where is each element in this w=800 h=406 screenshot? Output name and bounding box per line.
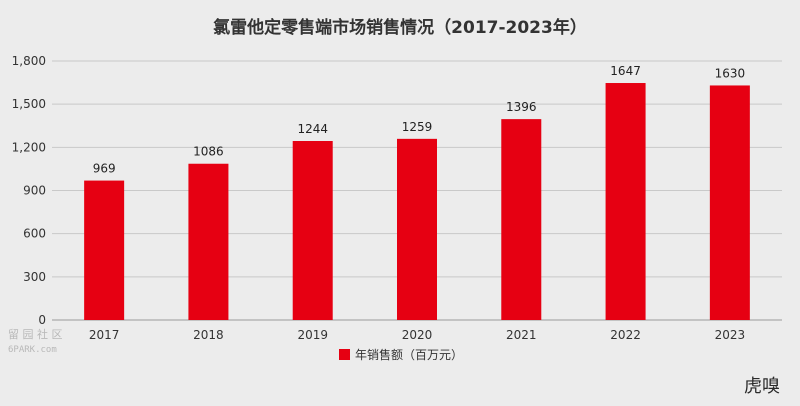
data-label-2018: 1086 bbox=[193, 145, 224, 159]
x-tick-label-2018: 2018 bbox=[193, 328, 224, 342]
y-tick-label: 300 bbox=[23, 270, 46, 284]
data-label-2023: 1630 bbox=[715, 66, 746, 80]
watermark-text-top: 留 园 社 区 bbox=[8, 327, 63, 341]
chart-title: 氯雷他定零售端市场销售情况（2017-2023年） bbox=[213, 17, 587, 38]
bars: 969 1086 1244 1259 1396 1647 1630 bbox=[84, 64, 750, 321]
legend-swatch bbox=[339, 349, 350, 360]
watermark-text-bottom: 6PARK.com bbox=[8, 345, 57, 355]
y-tick-label: 0 bbox=[38, 313, 46, 327]
data-label-2017: 969 bbox=[93, 162, 116, 176]
bar-2020 bbox=[397, 138, 437, 320]
data-label-2022: 1647 bbox=[610, 64, 641, 78]
x-tick-label-2019: 2019 bbox=[297, 328, 328, 342]
legend: 年销售额（百万元） bbox=[339, 347, 463, 362]
y-tick-label: 600 bbox=[23, 227, 46, 241]
bar-2018 bbox=[188, 163, 229, 320]
watermark-6park: 留 园 社 区 6PARK.com bbox=[8, 327, 63, 355]
bar-2017 bbox=[84, 180, 125, 320]
y-tick-label: 1,200 bbox=[12, 140, 46, 154]
x-tick-label-2017: 2017 bbox=[89, 328, 120, 342]
watermark-huxiu: 虎嗅 bbox=[744, 376, 780, 397]
y-tick-label: 1,500 bbox=[12, 97, 46, 111]
y-tick-label: 1,800 bbox=[12, 54, 46, 68]
x-tick-label-2022: 2022 bbox=[610, 328, 641, 342]
x-tick-label-2023: 2023 bbox=[715, 328, 746, 342]
y-axis: 0 300 600 900 1,200 1,500 1,800 bbox=[12, 54, 46, 327]
data-label-2019: 1244 bbox=[297, 122, 328, 136]
data-label-2020: 1259 bbox=[402, 120, 433, 134]
y-tick-label: 900 bbox=[23, 184, 46, 198]
bar-2023 bbox=[709, 85, 750, 320]
bar-2021 bbox=[501, 119, 542, 321]
x-tick-label-2021: 2021 bbox=[506, 328, 537, 342]
legend-label: 年销售额（百万元） bbox=[355, 347, 463, 362]
x-axis: 2017 2018 2019 2020 2021 2022 2023 bbox=[89, 328, 745, 342]
x-tick-label-2020: 2020 bbox=[402, 328, 433, 342]
data-label-2021: 1396 bbox=[506, 100, 537, 114]
bar-2022 bbox=[605, 83, 646, 320]
bar-2019 bbox=[292, 141, 333, 320]
